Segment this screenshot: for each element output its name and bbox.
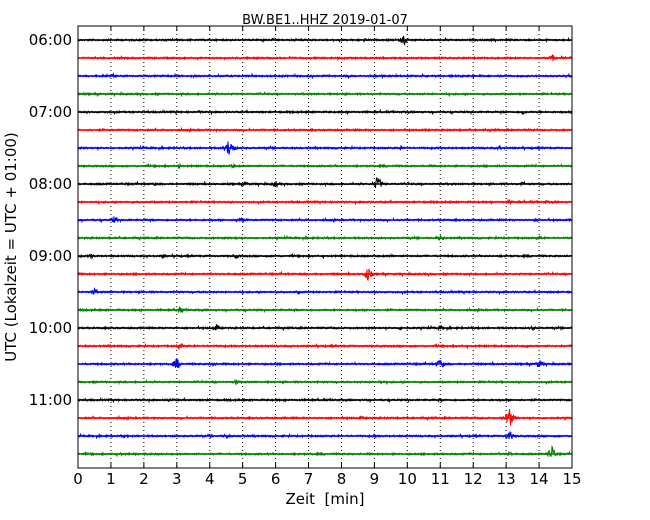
x-tick-label: 4 xyxy=(205,470,215,488)
chart-title: BW.BE1..HHZ 2019-01-07 xyxy=(242,13,408,28)
y-tick-label: 08:00 xyxy=(29,175,72,193)
x-tick-label: 10 xyxy=(398,470,417,488)
y-axis-ticks: 06:00 07:00 08:00 09:00 10:00 11:00 xyxy=(29,31,572,409)
y-tick-label: 07:00 xyxy=(29,103,72,121)
x-tick-label: 0 xyxy=(73,470,83,488)
x-tick-label: 13 xyxy=(497,470,516,488)
x-tick-label: 15 xyxy=(562,470,581,488)
x-tick-label: 8 xyxy=(337,470,347,488)
trace-rows xyxy=(77,35,573,458)
x-tick-label: 9 xyxy=(370,470,380,488)
seismic-trace xyxy=(77,358,572,369)
x-tick-label: 11 xyxy=(431,470,450,488)
x-tick-label: 7 xyxy=(304,470,314,488)
x-axis-ticks: 0 1 2 3 4 5 6 7 8 9 10 11 12 13 14 15 xyxy=(73,26,582,488)
y-tick-label: 11:00 xyxy=(29,391,72,409)
seismic-trace xyxy=(77,177,573,189)
y-tick-label: 06:00 xyxy=(29,31,72,49)
plot-frame xyxy=(77,25,573,469)
vertical-grid xyxy=(110,26,540,468)
x-tick-label: 5 xyxy=(238,470,248,488)
x-tick-label: 12 xyxy=(464,470,483,488)
x-tick-label: 2 xyxy=(139,470,149,488)
y-axis-label: UTC (Lokalzeit = UTC + 01:00) xyxy=(2,132,20,362)
x-tick-label: 6 xyxy=(271,470,281,488)
y-tick-label: 10:00 xyxy=(29,319,72,337)
seismic-trace xyxy=(77,444,573,458)
x-tick-label: 1 xyxy=(106,470,116,488)
y-tick-label: 09:00 xyxy=(29,247,72,265)
x-tick-label: 3 xyxy=(172,470,182,488)
x-axis-label: Zeit [min] xyxy=(285,490,364,508)
x-tick-label: 14 xyxy=(530,470,549,488)
